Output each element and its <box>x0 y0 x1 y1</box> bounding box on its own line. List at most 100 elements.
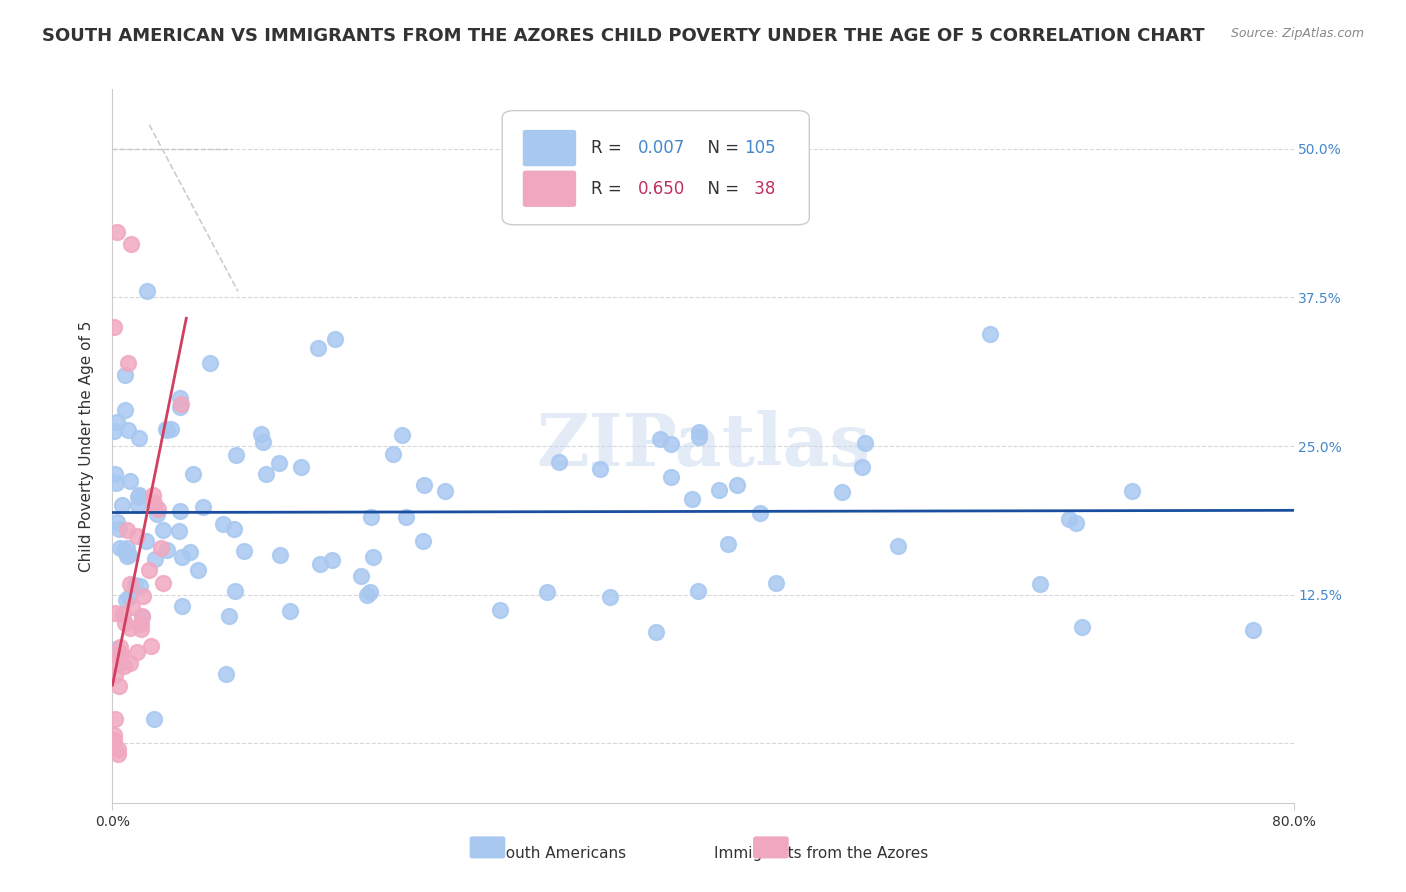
FancyBboxPatch shape <box>471 837 505 858</box>
Text: R =: R = <box>591 180 627 198</box>
Point <box>1121 483 1143 498</box>
Point <box>104 606 127 620</box>
Point <box>156 424 179 438</box>
Point <box>120 474 142 488</box>
Point <box>104 668 127 682</box>
Point <box>765 575 787 590</box>
Point <box>107 747 129 762</box>
Point <box>851 459 873 474</box>
Point <box>112 607 135 621</box>
Text: 0.650: 0.650 <box>638 180 685 198</box>
Point <box>110 646 132 660</box>
Point <box>128 488 150 502</box>
Point <box>717 537 740 551</box>
Point <box>224 584 246 599</box>
Point <box>156 543 179 558</box>
Point <box>155 422 177 436</box>
Point <box>114 615 136 630</box>
Point <box>152 523 174 537</box>
Point <box>307 341 329 355</box>
Point <box>131 608 153 623</box>
Text: Immigrants from the Azores: Immigrants from the Azores <box>714 846 928 861</box>
Point <box>135 534 157 549</box>
Point <box>215 666 238 681</box>
Point <box>146 501 169 516</box>
Point <box>748 506 770 520</box>
Text: N =: N = <box>697 180 744 198</box>
Point <box>118 590 141 604</box>
Point <box>103 727 125 741</box>
Point <box>117 541 139 555</box>
Point <box>193 500 215 514</box>
Point <box>887 540 910 554</box>
Point <box>169 397 191 411</box>
Point <box>108 680 131 694</box>
Point <box>198 356 221 370</box>
Point <box>187 563 209 577</box>
Point <box>831 484 853 499</box>
Point <box>103 320 125 334</box>
Text: 105: 105 <box>744 139 776 157</box>
Point <box>536 585 558 599</box>
Point <box>218 609 240 624</box>
Point <box>350 569 373 583</box>
Point <box>129 579 152 593</box>
Point <box>114 368 136 382</box>
Point <box>131 609 153 624</box>
Point <box>548 455 571 469</box>
Point <box>103 425 125 439</box>
FancyBboxPatch shape <box>754 837 787 858</box>
Point <box>413 478 436 492</box>
Point <box>267 456 290 470</box>
Point <box>650 432 672 446</box>
Point <box>107 657 129 672</box>
Point <box>143 552 166 566</box>
Point <box>290 459 312 474</box>
Point <box>167 524 190 538</box>
Point <box>143 496 166 510</box>
Point <box>321 553 343 567</box>
Point <box>132 589 155 603</box>
Point <box>169 392 191 406</box>
Point <box>117 549 139 563</box>
Point <box>150 541 173 555</box>
Point <box>361 549 384 564</box>
Point <box>142 488 165 502</box>
Point <box>688 425 710 439</box>
Point <box>589 462 612 476</box>
Point <box>254 467 277 482</box>
Point <box>853 436 876 450</box>
Text: SOUTH AMERICAN VS IMMIGRANTS FROM THE AZORES CHILD POVERTY UNDER THE AGE OF 5 CO: SOUTH AMERICAN VS IMMIGRANTS FROM THE AZ… <box>42 27 1205 45</box>
FancyBboxPatch shape <box>502 111 810 225</box>
Point <box>105 225 128 239</box>
Point <box>725 478 748 492</box>
Text: ZIPatlas: ZIPatlas <box>536 410 870 482</box>
Point <box>681 491 703 506</box>
Point <box>179 545 201 559</box>
Point <box>141 639 163 653</box>
Point <box>489 603 512 617</box>
Point <box>688 584 710 599</box>
Point <box>170 599 193 613</box>
Point <box>433 483 456 498</box>
Point <box>104 475 127 490</box>
Point <box>107 741 129 756</box>
Point <box>108 649 131 664</box>
Point <box>224 522 246 536</box>
Point <box>115 593 138 607</box>
Point <box>129 623 152 637</box>
Point <box>181 467 204 481</box>
Point <box>124 577 146 591</box>
Point <box>146 507 169 521</box>
Point <box>169 401 191 415</box>
Text: South Americans: South Americans <box>496 846 626 861</box>
Point <box>105 415 128 429</box>
Point <box>172 550 194 565</box>
Point <box>128 431 150 445</box>
Point <box>1059 512 1081 526</box>
Point <box>308 558 330 572</box>
Text: R =: R = <box>591 139 627 157</box>
Point <box>659 470 682 484</box>
FancyBboxPatch shape <box>523 171 575 206</box>
Point <box>252 435 274 450</box>
